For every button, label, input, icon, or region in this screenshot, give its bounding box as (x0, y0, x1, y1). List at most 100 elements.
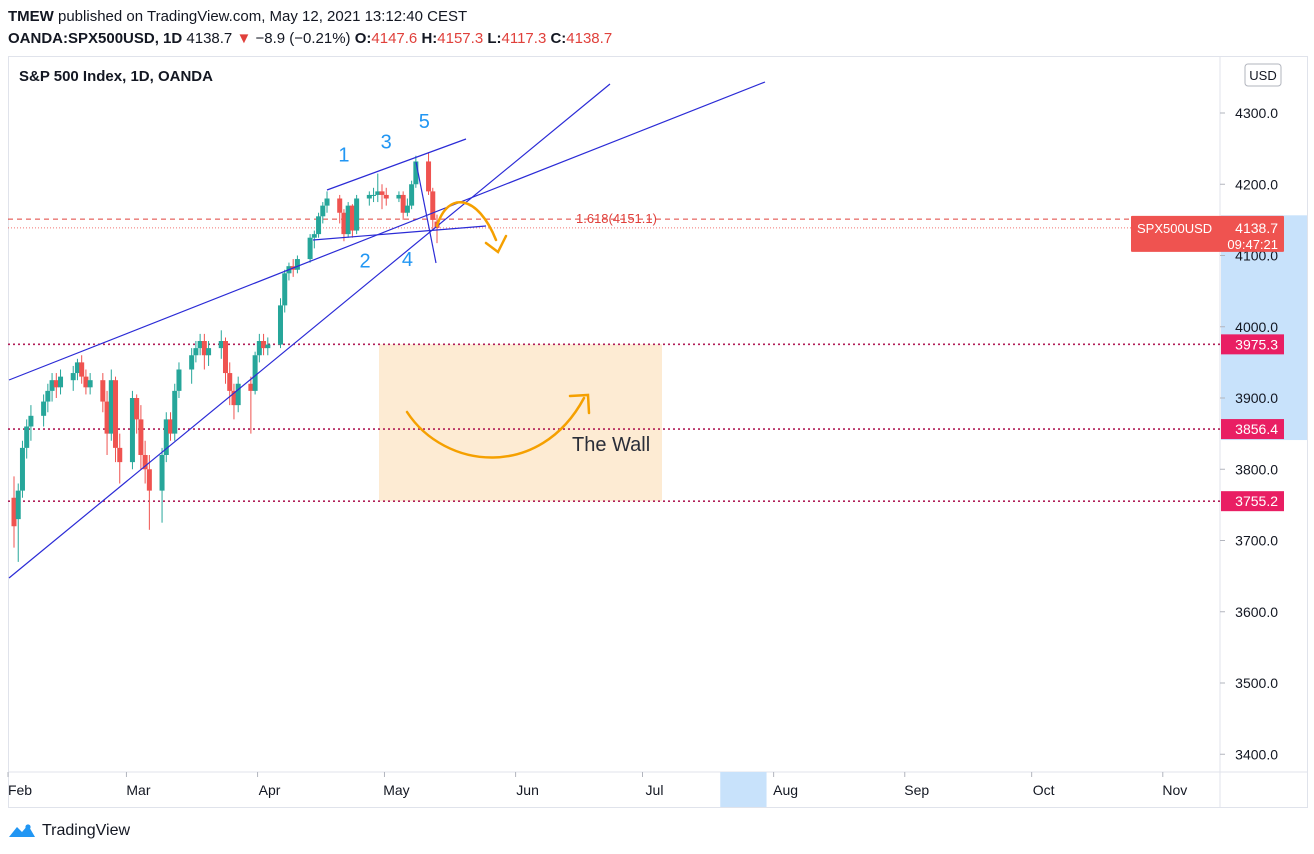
candle-24 (146, 455, 152, 530)
candle-31 (193, 341, 199, 363)
horizontal-levels (8, 343, 1220, 502)
low-value: 4117.3 (501, 30, 547, 47)
candle-46 (282, 269, 288, 313)
candle-13 (83, 369, 89, 395)
candle-body (413, 161, 419, 185)
price-chart[interactable]: 1.618(4151.1) 1 2 3 4 5 The Wall S&P 500 Ind… (0, 0, 1314, 812)
price-axis[interactable]: 3400.0 3500.0 3600.0 3700.0 3800.0 3900.0 4000… (1220, 105, 1278, 762)
candle-57 (345, 202, 351, 238)
time-axis-highlight (720, 772, 767, 807)
candle-body (168, 419, 174, 434)
candlesticks (11, 152, 440, 562)
candle-body (252, 355, 258, 391)
candle-body (11, 497, 17, 527)
candle-15 (100, 373, 106, 413)
candle-29 (176, 362, 182, 398)
down-arrow-head (484, 234, 508, 254)
candle-55 (337, 194, 343, 224)
wave-label-1: 1 (338, 144, 349, 166)
candle-1 (15, 483, 21, 562)
candle-body (41, 401, 47, 416)
candle-body (404, 205, 410, 213)
candle-25 (159, 447, 165, 523)
level-badge-0 (1221, 334, 1284, 355)
candle-body (261, 341, 267, 349)
candle-7 (49, 373, 55, 402)
candle-body (227, 373, 233, 391)
level-badge-text-2: 3755.2 (1235, 493, 1278, 509)
lower-channel-trendline[interactable] (8, 83, 611, 579)
chart-frame[interactable] (8, 56, 1308, 808)
candle-body (87, 380, 93, 388)
close-value: 4138.7 (566, 30, 613, 47)
candle-body (45, 390, 51, 402)
candle-49 (294, 255, 300, 274)
candle-body (108, 380, 114, 434)
candle-body (349, 205, 355, 231)
candle-71 (430, 187, 436, 231)
footer: TradingView (8, 818, 130, 844)
the-wall-zone[interactable] (379, 344, 662, 502)
open-value: 4147.6 (371, 30, 418, 47)
price-badge-value: 4138.7 (1235, 220, 1278, 236)
level-badge-2 (1221, 491, 1284, 512)
level-badge-text-0: 3975.3 (1235, 336, 1278, 352)
wedge-lower-line[interactable] (312, 225, 487, 241)
candle-body (324, 198, 330, 206)
candle-body (354, 198, 360, 231)
chart-legend-title: S&P 500 Index, 1D, OANDA (19, 68, 213, 85)
candle-19 (117, 433, 123, 484)
open-label: O: (354, 30, 372, 47)
candle-39 (235, 376, 241, 413)
price-tick-label: 4200.0 (1235, 176, 1278, 192)
price-tick-label: 3800.0 (1235, 461, 1278, 477)
candle-body (104, 401, 110, 434)
up-arrow-head (568, 393, 591, 415)
candle-body (396, 194, 402, 199)
candle-body (341, 212, 347, 235)
footer-brand[interactable]: TradingView (42, 822, 131, 839)
candle-body (74, 362, 80, 374)
candle-64 (383, 187, 389, 206)
candle-body (134, 398, 140, 420)
candle-54 (324, 191, 330, 213)
candle-body (146, 469, 152, 491)
candle-68 (409, 180, 415, 210)
upper-channel-trendline[interactable] (8, 81, 766, 381)
candle-body (265, 344, 271, 349)
candle-0 (11, 476, 17, 548)
candle-56 (341, 209, 347, 242)
time-axis[interactable]: Feb Mar Apr May Jun Jul Aug Sep Oct Nov (7, 772, 1187, 798)
candle-body (172, 390, 178, 434)
symbol-label: OANDA:SPX500USD, 1D (8, 30, 183, 47)
candle-body (117, 447, 123, 463)
candle-body (218, 341, 224, 349)
wedge-upper-line[interactable] (326, 138, 467, 191)
wedge-apex-line[interactable] (415, 161, 437, 264)
candle-body (24, 426, 30, 448)
candle-body (294, 259, 300, 270)
candle-body (206, 348, 212, 356)
publisher-name[interactable]: TMEW (8, 8, 54, 25)
candle-65 (396, 191, 402, 203)
candle-6 (45, 383, 51, 413)
wave-label-4: 4 (402, 249, 413, 271)
close-label: C: (550, 30, 567, 47)
time-tick-label: Aug (773, 782, 798, 798)
candle-70 (426, 152, 432, 195)
candle-33 (201, 333, 207, 370)
price-tick-label: 3400.0 (1235, 746, 1278, 762)
last-price: 4138.7 (186, 30, 233, 47)
forecast-arrows (405, 200, 591, 459)
candle-body (193, 348, 199, 356)
candle-body (163, 419, 169, 455)
candle-body (83, 376, 89, 388)
currency-button[interactable] (1244, 63, 1282, 87)
candle-34 (206, 341, 212, 366)
candle-67 (404, 198, 410, 217)
candle-body (311, 234, 317, 238)
candle-60 (366, 191, 372, 206)
candle-body (53, 380, 59, 388)
trendlines (8, 81, 766, 579)
low-label: L: (487, 30, 502, 47)
